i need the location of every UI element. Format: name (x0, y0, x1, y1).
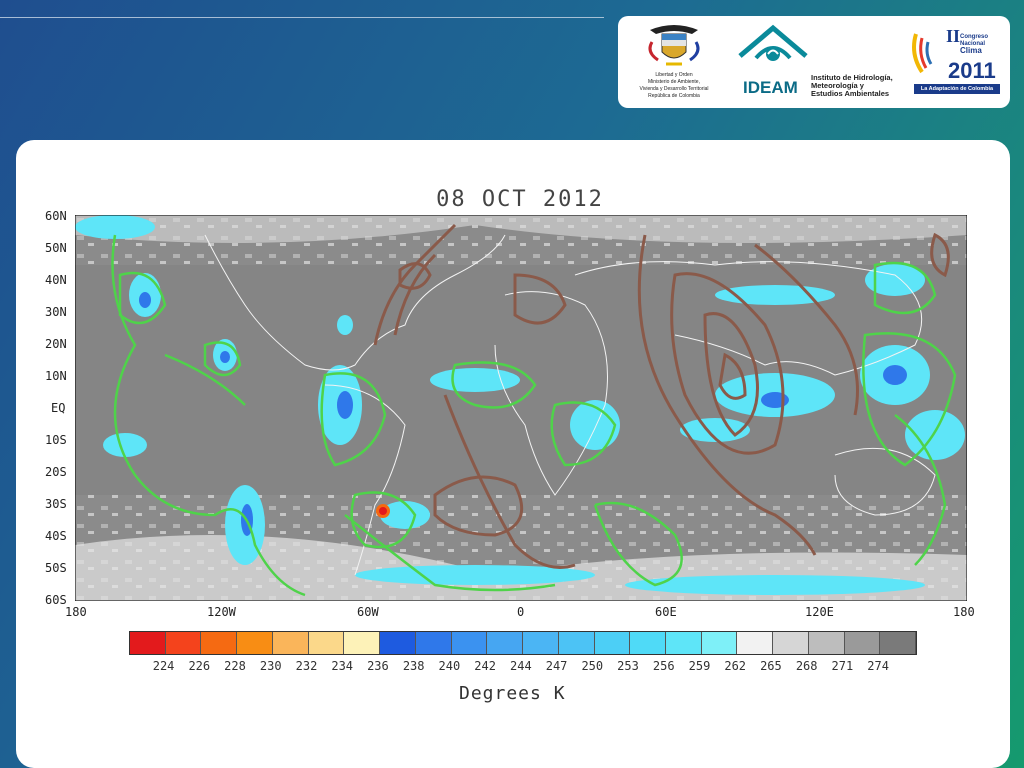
colorbar-tick-label: 238 (402, 659, 425, 673)
lon-label: 180 (65, 605, 87, 619)
units-label: Degrees K (459, 683, 566, 704)
colorbar-swatch (523, 632, 559, 654)
logo-banner: Libertad y Orden Ministerio de Ambiente,… (618, 16, 1010, 108)
colorbar-tick-label: 236 (367, 659, 389, 673)
colorbar-tick-label: 265 (760, 659, 782, 673)
colorbar-swatch (808, 632, 845, 654)
colorbar-swatch (666, 632, 702, 654)
lon-label: 120E (805, 605, 834, 619)
ideam-name: IDEAM (743, 78, 798, 97)
satellite-map-figure: 08 OCT 2012 (45, 183, 995, 704)
colorbar-tick-label: 224 (152, 659, 175, 673)
ministry-text: Libertad y Orden Ministerio de Ambiente,… (639, 72, 709, 99)
lat-label: 30N (45, 305, 67, 319)
colorbar-tick-label: 256 (652, 659, 675, 673)
colorbar-swatch (844, 632, 881, 654)
colorbar-tick-label: 274 (867, 659, 889, 673)
brightness-temperature-map (75, 215, 967, 601)
lat-label: EQ (51, 401, 66, 415)
ideam-logo-icon (738, 24, 808, 61)
colorbar-swatch (558, 632, 595, 654)
colorbar-swatch (773, 632, 809, 654)
colorbar-swatch (272, 632, 309, 654)
svg-text:II: II (946, 26, 960, 46)
colorbar-swatch (380, 632, 416, 654)
colorbar-tick-label: 253 (617, 659, 639, 673)
colorbar-swatch (344, 632, 381, 654)
colorbar (129, 631, 917, 655)
colorbar-tick-label: 247 (545, 659, 568, 673)
colorbar-swatch (451, 632, 488, 654)
colorbar-swatch (630, 632, 667, 654)
svg-text:Clima: Clima (960, 46, 982, 55)
lat-label: 10S (45, 433, 67, 447)
colorbar-tick-label: 232 (295, 659, 318, 673)
colorbar-labels: 224 226 228 230 232 234 236 238 240 242 244 247 250 2… (129, 659, 915, 675)
svg-text:2011: 2011 (948, 58, 996, 83)
colorbar-tick-label: 271 (831, 659, 854, 673)
colorbar-swatch (594, 632, 631, 654)
svg-text:Nacional: Nacional (960, 41, 985, 47)
colorbar-tick-label: 226 (188, 659, 211, 673)
lon-label: 180 (953, 605, 975, 619)
congress-logo: II Congreso Nacional Clima 2011 (912, 26, 1000, 94)
colorbar-swatch (701, 632, 738, 654)
lat-label: 50S (45, 561, 67, 575)
colorbar-swatch (237, 632, 273, 654)
lat-label: 50N (45, 241, 67, 255)
lat-label: 40S (45, 529, 67, 543)
lon-label: 60W (357, 605, 379, 619)
colorbar-tick-label: 242 (474, 659, 496, 673)
colorbar-swatch (308, 632, 345, 654)
colorbar-tick-label: 262 (724, 659, 747, 673)
colorbar-swatch (130, 632, 166, 654)
colorbar-swatch (737, 632, 774, 654)
congress-tagline: La Adaptación de Colombia (920, 86, 994, 92)
colorbar-tick-label: 230 (259, 659, 282, 673)
colorbar-tick-label: 244 (510, 659, 532, 673)
lat-label: 40N (45, 273, 67, 287)
colorbar-tick-label: 240 (438, 659, 461, 673)
lat-label: 60N (45, 209, 67, 223)
svg-text:Congreso: Congreso (960, 34, 988, 40)
coat-of-arms-logo (648, 25, 700, 66)
colorbar-tick-label: 268 (795, 659, 818, 673)
colorbar-swatch (880, 632, 917, 654)
lat-label: 30S (45, 497, 67, 511)
lat-label: 10N (45, 369, 67, 383)
colorbar-swatch (487, 632, 524, 654)
colorbar-tick-label: 259 (688, 659, 711, 673)
colorbar-swatch (415, 632, 452, 654)
ideam-subtitle: Instituto de Hidrología, Meteorología y … (811, 73, 893, 98)
lat-label: 60S (45, 593, 67, 607)
colorbar-tick-label: 250 (581, 659, 604, 673)
lat-label: 20N (45, 337, 67, 351)
lon-label: 60E (655, 605, 677, 619)
colorbar-tick-label: 234 (331, 659, 354, 673)
lat-label: 20S (45, 465, 67, 479)
lon-label: 120W (207, 605, 236, 619)
colorbar-swatch (201, 632, 238, 654)
map-title: 08 OCT 2012 (436, 187, 604, 212)
colorbar-tick-label: 228 (224, 659, 246, 673)
lon-label: 0 (517, 605, 525, 619)
top-divider-line (0, 17, 604, 18)
colorbar-swatch (165, 632, 202, 654)
